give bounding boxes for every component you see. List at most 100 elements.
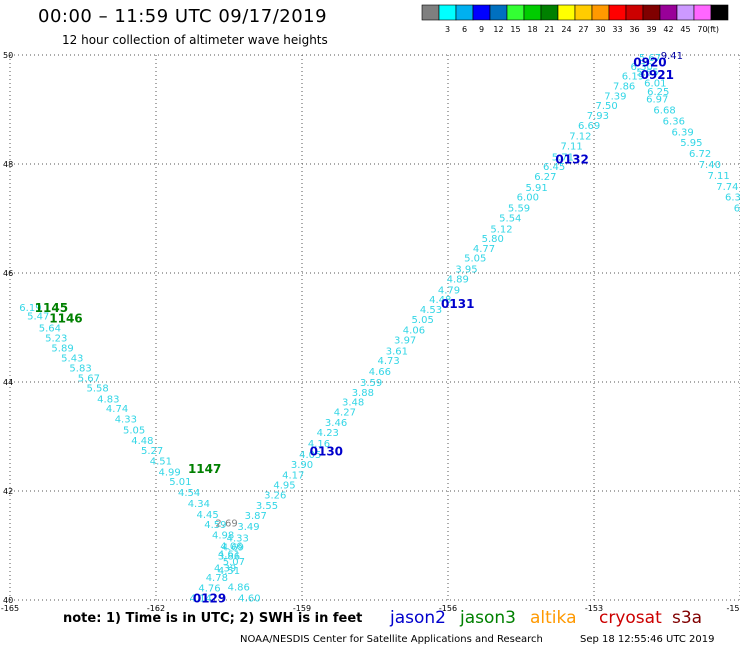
wave-height-label: 6.72 — [689, 149, 711, 160]
wave-height-label: 7.40 — [699, 160, 721, 171]
wave-height-label: 3.49 — [237, 522, 259, 533]
timestamp-text: Sep 18 12:55:46 UTC 2019 — [580, 634, 715, 645]
wave-height-label: 5.05 — [464, 254, 486, 265]
legend-jason2: jason2 — [390, 608, 446, 628]
wave-height-label: 4.74 — [106, 404, 128, 415]
wave-height-label: 6.39 — [671, 127, 693, 138]
y-tick-label: 46 — [3, 269, 13, 278]
legend-swatch — [557, 4, 576, 21]
wave-height-label: 6.45 — [543, 162, 565, 173]
legend-altika: altika — [530, 608, 577, 628]
legend-tick-label: 27 — [578, 25, 588, 34]
wave-height-label: 5.95 — [680, 138, 702, 149]
legend-swatch — [710, 4, 729, 21]
wave-height-label: 4.48 — [131, 436, 153, 447]
wave-height-label: 2.69 — [215, 519, 237, 530]
wave-height-label: 5.23 — [45, 333, 67, 344]
wave-height-label: 6.19 — [19, 303, 41, 314]
wave-height-label: 4.05 — [299, 450, 321, 461]
wave-height-label: 4.54 — [178, 488, 200, 499]
wave-height-label: 6.01 — [644, 78, 666, 89]
wave-height-label: 5.54 — [499, 213, 521, 224]
wave-height-label: 5.07 — [223, 557, 245, 568]
wave-height-label: 6.30 — [631, 62, 653, 73]
wave-height-label: 4.33 — [227, 533, 249, 544]
chart-title: 00:00 – 11:59 UTC 09/17/2019 — [38, 6, 328, 27]
wave-height-label: 5.65 — [636, 67, 658, 78]
wave-height-label: 3.86 — [218, 551, 240, 562]
wave-height-label: 5.05 — [123, 425, 145, 436]
legend-tick-label: 24 — [561, 25, 571, 34]
wave-height-label: 5.83 — [69, 363, 91, 374]
wave-height-label: 3.95 — [455, 265, 477, 276]
legend-swatch — [455, 4, 474, 21]
pass-time-label: 1146 — [49, 312, 82, 326]
legend-swatch — [591, 4, 610, 21]
wave-height-label: 3.61 — [386, 346, 408, 357]
wave-height-label: 4.66 — [369, 367, 391, 378]
legend-tick-label: 12 — [493, 25, 503, 34]
wave-height-label: 5.80 — [482, 234, 504, 245]
wave-height-label: 4.16 — [308, 439, 330, 450]
pass-time-label: 0131 — [441, 297, 474, 311]
legend-unit: (ft) — [707, 25, 719, 34]
x-tick-label: -156 — [439, 604, 457, 613]
wave-height-label: 4.33 — [115, 415, 137, 426]
wave-height-label: 5.47 — [27, 312, 49, 323]
footer-note: note: 1) Time is in UTC; 2) SWH is in fe… — [63, 611, 363, 626]
wave-height-label: 3.26 — [264, 490, 286, 501]
wave-height-label: 5.64 — [39, 324, 61, 335]
legend-swatch — [540, 4, 559, 21]
wave-height-label: 6.93 — [734, 204, 740, 215]
wave-height-label: 7.93 — [587, 111, 609, 122]
wave-height-label: 7.11 — [560, 141, 582, 152]
wave-height-label: 7.39 — [604, 91, 626, 102]
legend-swatch — [472, 4, 491, 21]
legend-swatch — [608, 4, 627, 21]
wave-height-label: 4.89 — [447, 274, 469, 285]
wave-height-label: 6.00 — [517, 193, 539, 204]
wave-height-label: 6.19 — [622, 72, 644, 83]
wave-height-label: 4.06 — [403, 326, 425, 337]
wave-height-label: 4.51 — [150, 456, 172, 467]
wave-height-label: 7.11 — [707, 171, 729, 182]
pass-time-label: 0129 — [193, 591, 226, 605]
wave-height-label: 5.67 — [78, 374, 100, 385]
wave-height-label: 4.45 — [196, 510, 218, 521]
color-scale-legend: 3 6 9 12 15 18 21 24 27 30 33 36 39 42 45 70 (ft) — [421, 4, 729, 34]
pass-time-label: 0132 — [555, 153, 588, 167]
wave-height-label: 5.91 — [525, 183, 547, 194]
legend-tick-label: 42 — [663, 25, 673, 34]
wave-height-label: 7.12 — [569, 132, 591, 143]
wave-height-label: 4.98 — [212, 531, 234, 542]
legend-swatch — [421, 4, 440, 21]
wave-height-label: 4.14 — [190, 593, 212, 604]
wave-height-label: 4.78 — [206, 573, 228, 584]
legend-swatch — [438, 4, 457, 21]
y-tick-label: 42 — [3, 487, 13, 496]
pass-time-label: 0921 — [641, 68, 674, 82]
legend-tick-label: 3 — [445, 25, 450, 34]
legend-swatch — [506, 4, 525, 21]
wave-height-label: 5.58 — [86, 383, 108, 394]
wave-height-label: 4.86 — [228, 582, 250, 593]
wave-height-label: 3.97 — [394, 335, 416, 346]
data-points: 6.195.475.645.235.895.435.835.675.584.83… — [19, 51, 740, 604]
wave-height-label: 6.36 — [725, 193, 740, 204]
legend-tick-label: 18 — [527, 25, 537, 34]
y-tick-label: 50 — [3, 51, 13, 60]
wave-height-label: 5.12 — [490, 224, 512, 235]
axis-ticks: -165 -162 -159 -156 -153 -15 50 48 46 44 42 40 — [1, 51, 740, 613]
wave-height-label: 3.90 — [291, 460, 313, 471]
wave-height-label: 3.55 — [256, 501, 278, 512]
wave-height-label: 7.50 — [596, 101, 618, 112]
wave-height-label: 5.59 — [508, 204, 530, 215]
y-tick-label: 40 — [3, 596, 13, 605]
chart-subtitle: 12 hour collection of altimeter wave hei… — [62, 33, 328, 47]
wave-height-label: 6.36 — [663, 116, 685, 127]
x-tick-label: -162 — [147, 604, 165, 613]
legend-tick-label: 45 — [680, 25, 690, 34]
wave-height-label: 6.68 — [653, 106, 675, 117]
wave-height-label: 4.23 — [317, 428, 339, 439]
